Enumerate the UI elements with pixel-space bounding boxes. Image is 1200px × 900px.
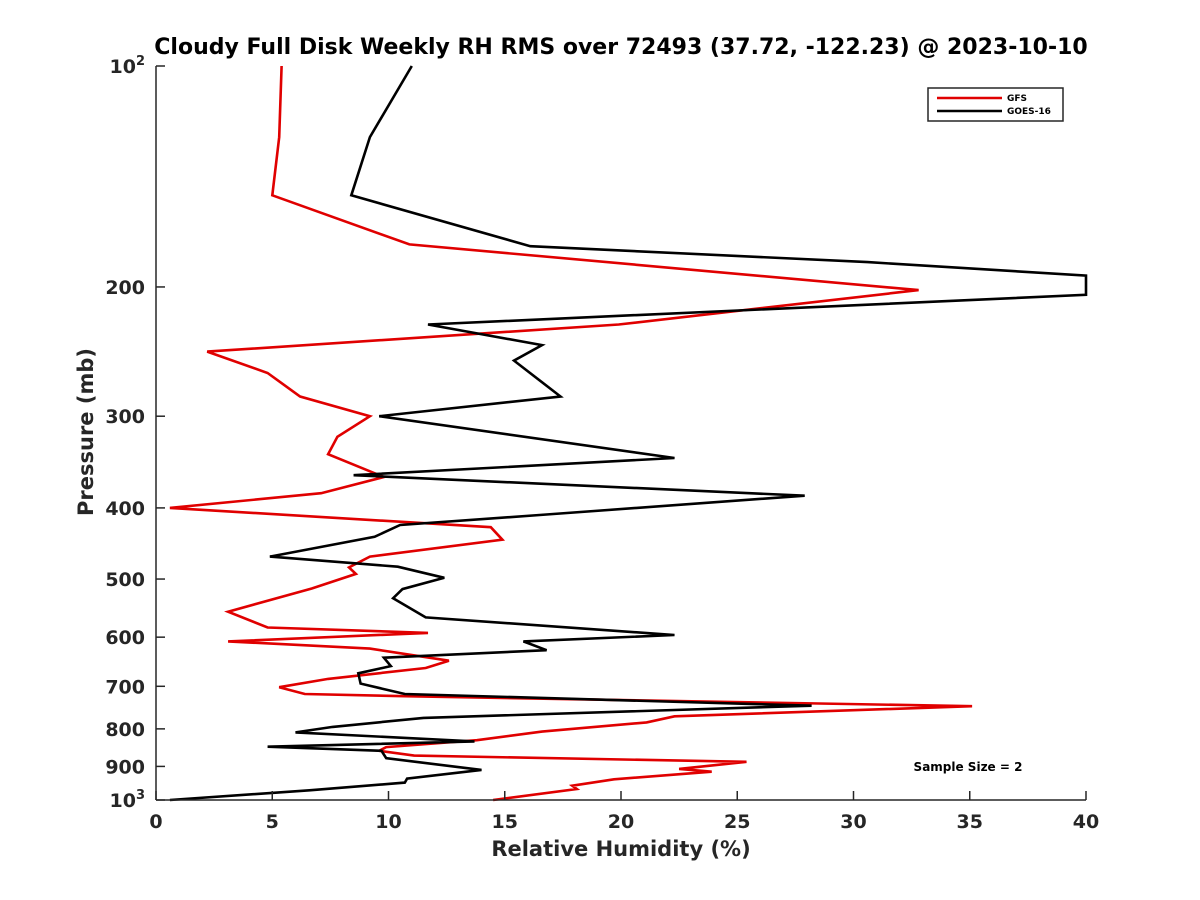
y-tick-label: 500 (105, 569, 145, 591)
axes-layer: 0 5 10 15 20 25 30 35 40 102 200 300 400 500 600 700 800… (105, 54, 1099, 833)
legend: GFS GOES-16 (927, 87, 1064, 122)
y-tick-label: 700 (105, 676, 145, 698)
y-tick-label: 600 (105, 627, 145, 649)
x-tick-label: 25 (724, 811, 750, 833)
x-tick-label: 15 (492, 811, 518, 833)
x-tick-label: 10 (375, 811, 401, 833)
y-tick-label: 102 (110, 54, 146, 78)
y-tick-label: 103 (110, 788, 146, 812)
x-tick-label: 20 (608, 811, 634, 833)
y-tick-label: 900 (105, 756, 145, 778)
y-axis-title: Pressure (mb) (74, 348, 98, 516)
series-line-gfs (169, 65, 973, 802)
x-tick-label: 40 (1073, 811, 1099, 833)
chart-title: Cloudy Full Disk Weekly RH RMS over 7249… (154, 35, 1087, 60)
y-tick-label: 200 (105, 277, 145, 299)
series-layer (169, 65, 1088, 802)
series-line-goes-16 (169, 65, 1088, 802)
y-tick-label: 300 (105, 406, 145, 428)
y-tick-label: 400 (105, 498, 145, 520)
x-tick-label: 35 (957, 811, 983, 833)
legend-box (927, 87, 1064, 122)
x-tick-label: 30 (840, 811, 866, 833)
legend-label-gfs: GFS (1007, 94, 1027, 104)
y-tick-label: 800 (105, 719, 145, 741)
legend-label-goes-16: GOES-16 (1007, 107, 1051, 117)
sample-size-annotation: Sample Size = 2 (914, 760, 1023, 774)
x-axis-title: Relative Humidity (%) (491, 837, 750, 861)
x-tick-label: 0 (149, 811, 162, 833)
x-tick-label: 5 (266, 811, 279, 833)
